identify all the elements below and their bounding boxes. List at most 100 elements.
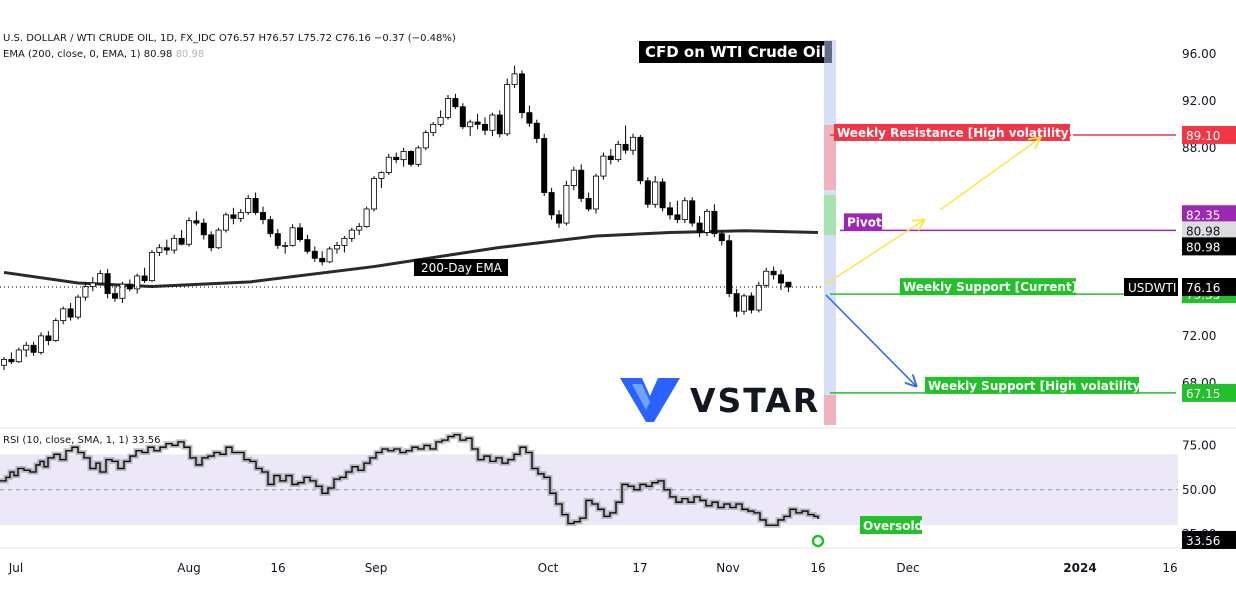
candle-body [119, 283, 126, 299]
candle-body [755, 284, 762, 311]
rsi-axis-tick: 50.00 [1182, 483, 1216, 497]
candle-body [148, 252, 155, 282]
candle-body [541, 138, 548, 193]
candle-body [282, 245, 289, 247]
candle-body [504, 84, 511, 135]
ema-info: EMA (200, close, 0, EMA, 1) 80.98 80.98 [3, 49, 204, 60]
candle-body [393, 156, 400, 161]
candle-body [600, 155, 607, 177]
level-price-badge-text: 89.10 [1186, 129, 1220, 143]
volatility-band-upper [824, 125, 836, 190]
candle-body [67, 308, 74, 318]
oversold-label: Oversold [863, 519, 923, 533]
candle-body [526, 112, 533, 124]
candle-body [60, 308, 67, 322]
candle-body [674, 214, 681, 220]
candle-body [89, 282, 96, 287]
volatility-band-lower [824, 395, 836, 425]
candle-body [726, 240, 733, 294]
candle-body [748, 295, 755, 311]
candle-body [570, 169, 577, 186]
candle-body [348, 229, 355, 239]
time-axis-tick: 16 [1162, 561, 1177, 575]
vstar-logo: VSTAR [620, 376, 820, 424]
ema-label-bg [414, 259, 508, 276]
candle-body [304, 239, 311, 252]
candle-body [163, 247, 170, 251]
time-axis-tick: 17 [632, 561, 647, 575]
candle-body [452, 98, 459, 108]
candle-body [45, 335, 52, 341]
candle-body [378, 172, 385, 179]
candle-body [30, 344, 37, 353]
candle-body [415, 147, 422, 165]
level-label: Pivot [847, 215, 882, 229]
candle-body [237, 212, 244, 219]
candle-body [563, 185, 570, 224]
rsi-title: RSI (10, close, SMA, 1, 1) 33.56 [3, 435, 161, 446]
time-axis-tick: 16 [810, 561, 825, 575]
candle-body [659, 181, 666, 209]
candle-body [763, 270, 770, 286]
candle-body [252, 198, 259, 213]
candle-body [644, 180, 651, 205]
candle-body [444, 98, 451, 118]
candle-body [578, 169, 585, 199]
candle-body [356, 226, 363, 231]
candle-body [75, 296, 82, 318]
rsi-axis-tick: 25.00 [1182, 527, 1216, 541]
candle-body [770, 270, 777, 276]
candle-body [474, 121, 481, 125]
candle-body [585, 198, 592, 210]
candle-body [38, 335, 45, 353]
candle-body [208, 234, 215, 249]
candle-body [422, 132, 429, 149]
level-label: Weekly Support [Current] [903, 280, 1077, 294]
yellow-arrow-to-pivot [825, 220, 924, 285]
candle-body [519, 73, 526, 114]
rsi-axis-tick: 75.00 [1182, 438, 1216, 452]
level-label-bg [844, 213, 882, 231]
candle-body [333, 245, 340, 250]
time-axis-tick: Oct [538, 561, 559, 575]
level-label-bg [900, 278, 1076, 296]
time-axis-tick: Aug [177, 561, 200, 575]
candle-body [681, 200, 688, 220]
candle-body [0, 358, 7, 366]
oversold-marker [811, 534, 825, 548]
candle-body [711, 210, 718, 235]
vstar-logo-icon [620, 378, 680, 422]
candle-body [200, 222, 207, 236]
chart-banner: CFD on WTI Crude Oil [639, 41, 832, 63]
rsi-line [0, 434, 819, 526]
price-badge-text: 80.98 [1186, 224, 1220, 238]
candle-body [615, 143, 622, 161]
candle-body [481, 123, 488, 131]
candle-body [370, 178, 377, 210]
candle-body [667, 207, 674, 216]
candle-body [274, 233, 281, 246]
candle-body [437, 116, 444, 125]
candle-body [467, 121, 474, 128]
blue-arrow-to-support [825, 294, 916, 386]
symbol-badge [1124, 278, 1178, 296]
time-axis-tick: 2024 [1063, 561, 1096, 575]
candle-body [97, 273, 104, 284]
candle-body [496, 114, 503, 135]
candle-body [326, 248, 333, 263]
candle-body [785, 281, 792, 288]
candle-body [185, 220, 192, 245]
candle-body [134, 275, 141, 290]
candle-body [704, 210, 711, 233]
candle-body [556, 214, 563, 224]
candle-body [141, 275, 148, 282]
candle-body [511, 73, 518, 85]
level-label: Weekly Support [High volatility] [928, 379, 1146, 393]
candle-body [718, 233, 725, 242]
price-axis-tick: 92.00 [1182, 94, 1216, 108]
candle-body [385, 156, 392, 173]
price-axis-tick: 88.00 [1182, 141, 1216, 155]
candle-body [215, 229, 222, 249]
candle-body [607, 155, 614, 161]
